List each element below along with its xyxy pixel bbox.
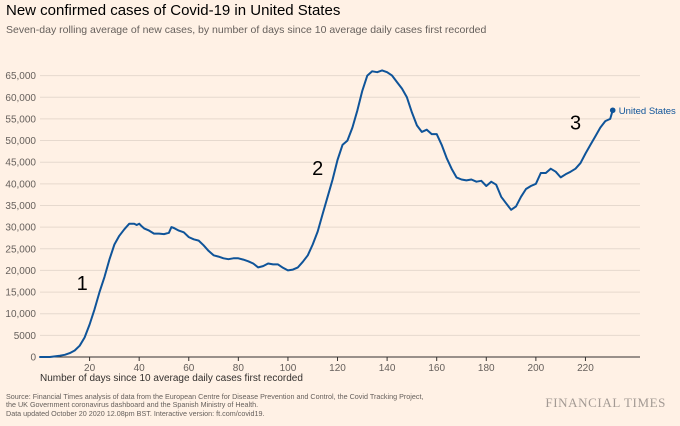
y-tick-label: 5000 xyxy=(14,331,37,342)
x-tick-label: 140 xyxy=(379,363,396,374)
source-note: Source: Financial Times analysis of data… xyxy=(6,392,426,418)
y-tick-label: 30,000 xyxy=(5,223,36,234)
wave-annotation-3: 3 xyxy=(570,113,581,135)
y-tick-label: 15,000 xyxy=(5,288,36,299)
x-tick-label: 100 xyxy=(280,363,297,374)
y-tick-label: 10,000 xyxy=(5,309,36,320)
y-tick-label: 50,000 xyxy=(5,136,36,147)
wave-annotations: 1 2 3 xyxy=(77,113,582,295)
y-tick-label: 35,000 xyxy=(5,201,36,212)
x-tick-label: 160 xyxy=(428,363,445,374)
y-tick-label: 60,000 xyxy=(5,93,36,104)
x-axis-ticks: 20 40 60 80 100 120 140 160 180 200 220 xyxy=(84,357,594,374)
financial-times-logo: FINANCIAL TIMES xyxy=(545,395,666,410)
x-tick-label: 220 xyxy=(577,363,594,374)
chart-title: New confirmed cases of Covid-19 in Unite… xyxy=(6,2,341,19)
data-updated-line: Data updated October 20 2020 12.08pm BST… xyxy=(6,408,265,418)
source-line: Source: Financial Times analysis of data… xyxy=(6,392,424,401)
wave-annotation-2: 2 xyxy=(312,158,323,180)
y-axis-ticks: 0 5000 10,000 15,000 20,000 25,000 30,000 35,00… xyxy=(5,71,36,363)
x-tick-label: 60 xyxy=(183,363,195,374)
x-tick-label: 80 xyxy=(233,363,245,374)
y-tick-label: 25,000 xyxy=(5,244,36,255)
wave-annotation-1: 1 xyxy=(77,273,88,295)
y-tick-label: 45,000 xyxy=(5,158,36,169)
x-tick-label: 40 xyxy=(134,363,146,374)
source-line: the UK Government coronavirus dashboard … xyxy=(6,400,259,410)
y-tick-label: 40,000 xyxy=(5,179,36,190)
y-tick-label: 65,000 xyxy=(5,71,36,82)
chart-subtitle: Seven-day rolling average of new cases, … xyxy=(6,24,487,36)
y-tick-label: 0 xyxy=(30,353,36,364)
x-axis-label: Number of days since 10 average daily ca… xyxy=(40,373,303,384)
y-tick-label: 20,000 xyxy=(5,266,36,277)
x-tick-label: 200 xyxy=(528,363,545,374)
x-tick-label: 20 xyxy=(84,363,96,374)
x-tick-label: 180 xyxy=(478,363,495,374)
series-label-united-states: United States xyxy=(619,106,676,117)
gridlines xyxy=(40,75,640,336)
y-tick-label: 55,000 xyxy=(5,114,36,125)
x-tick-label: 120 xyxy=(329,363,346,374)
series-line-united-states xyxy=(39,69,614,358)
series-end-marker xyxy=(609,107,616,114)
